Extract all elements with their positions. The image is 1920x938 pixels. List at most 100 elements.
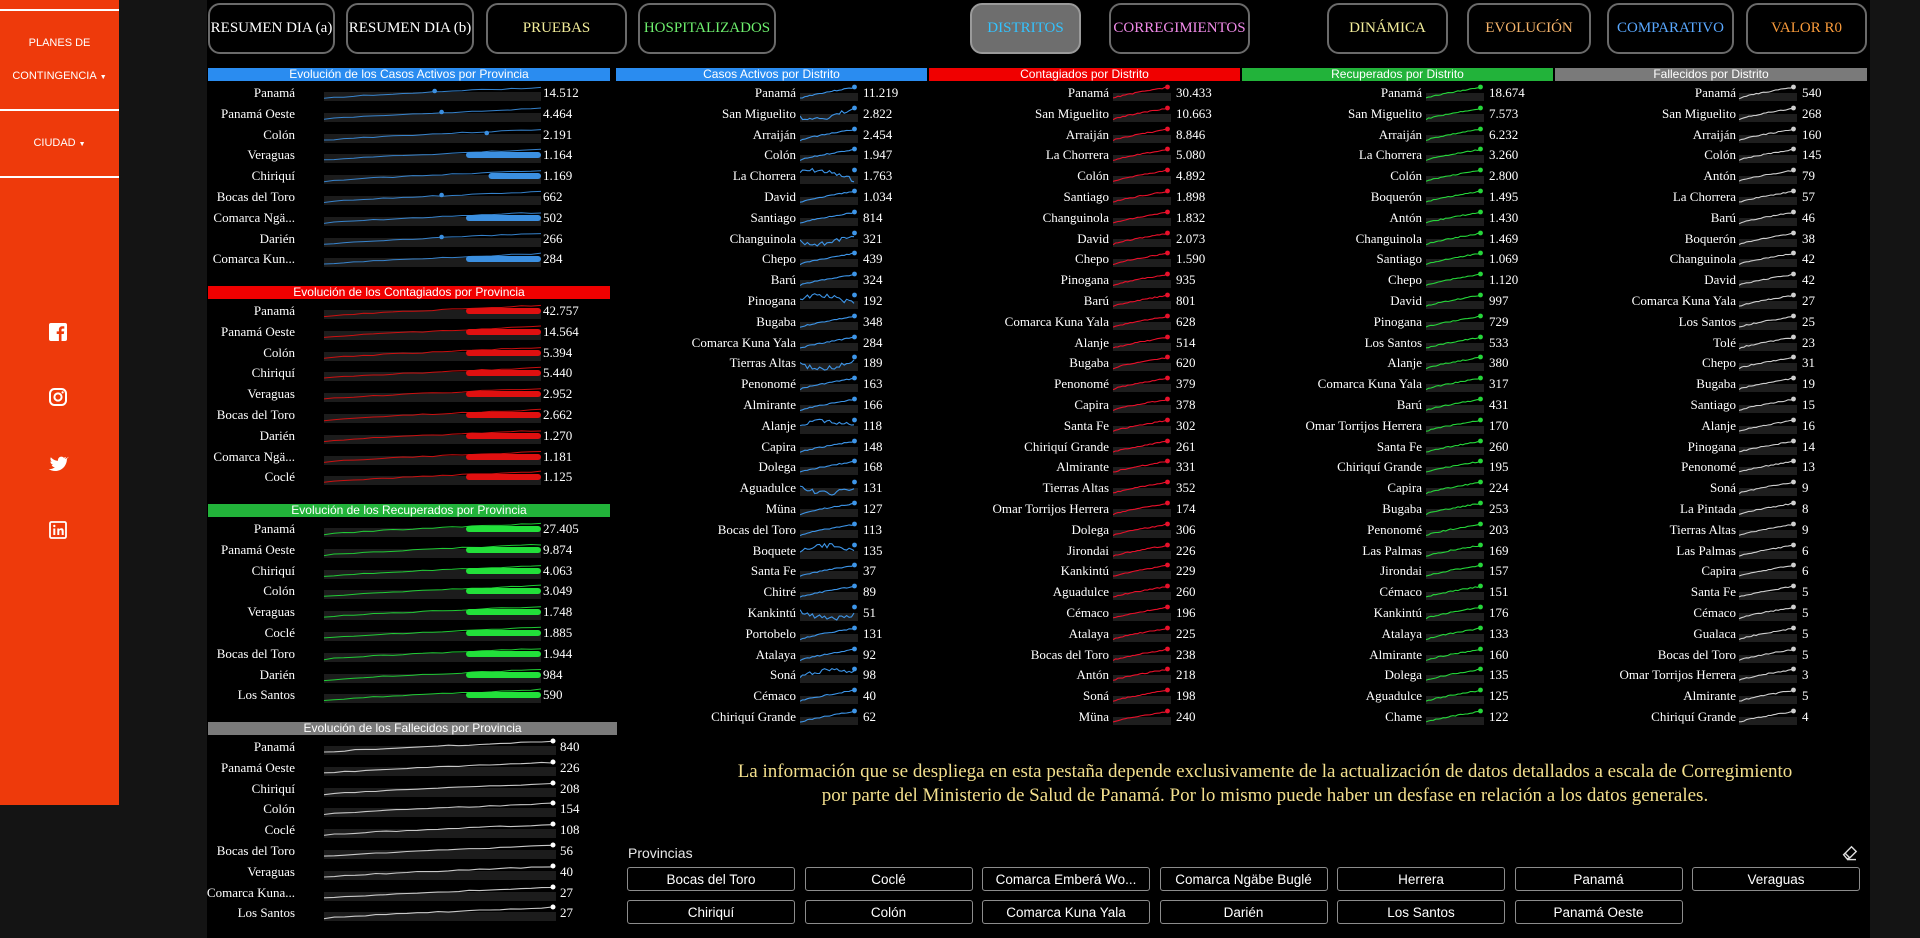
district-sparkline bbox=[800, 521, 858, 538]
end-dot bbox=[1478, 500, 1483, 506]
district-sparkline bbox=[1113, 105, 1171, 122]
district-row: Soná 98 bbox=[616, 665, 927, 685]
district-name: Kankintú bbox=[747, 605, 796, 620]
district-name: Alanje bbox=[761, 417, 796, 433]
district-sparkline bbox=[1113, 126, 1171, 143]
nav-button-pruebas[interactable]: PRUEBAS bbox=[486, 3, 627, 54]
progress-bar bbox=[466, 308, 541, 314]
nav-button-valor-r0[interactable]: VALOR R0 bbox=[1746, 3, 1867, 54]
end-dot bbox=[1791, 666, 1796, 672]
province-sparkline bbox=[324, 759, 556, 776]
end-dot bbox=[1478, 126, 1483, 131]
filter-chip-comarca-embera-wo[interactable]: Comarca Emberá Wo... bbox=[982, 867, 1150, 891]
district-row: Almirante 5 bbox=[1555, 686, 1867, 706]
district-value: 814 bbox=[863, 209, 883, 225]
end-dot bbox=[1478, 458, 1483, 464]
district-sparkline bbox=[1739, 542, 1797, 559]
ciudad-menu[interactable]: CIUDAD ▼ bbox=[0, 127, 119, 161]
sidebar: PLANES DE CONTINGENCIA ▼ CIUDAD ▼ bbox=[0, 0, 119, 805]
district-row: Santiago 814 bbox=[616, 208, 927, 228]
district-row: La Chorrera 57 bbox=[1555, 187, 1867, 207]
end-dot bbox=[550, 904, 556, 910]
province-name: Veraguas bbox=[247, 386, 295, 402]
district-row: Bugaba 19 bbox=[1555, 374, 1867, 394]
end-dot bbox=[1165, 230, 1170, 235]
linkedin-icon[interactable] bbox=[47, 519, 69, 541]
province-row: Colón 2.191 bbox=[207, 125, 627, 145]
province-value: 984 bbox=[543, 666, 563, 682]
province-value: 56 bbox=[560, 843, 573, 858]
district-sparkline bbox=[1426, 604, 1484, 621]
panel-title-evolucion-de-los-contagiados-por-provincia: Evolución de los Contagiados por Provinc… bbox=[208, 286, 610, 299]
end-dot bbox=[1791, 292, 1796, 298]
filter-chip-comarca-ngabe-bugle[interactable]: Comarca Ngäbe Buglé bbox=[1159, 867, 1328, 891]
district-row: Kankintú 229 bbox=[929, 561, 1240, 581]
filter-chip-herrera[interactable]: Herrera bbox=[1337, 867, 1505, 891]
district-row: Bugaba 253 bbox=[1242, 499, 1553, 519]
district-name: Changuinola bbox=[729, 230, 796, 246]
filter-chip-los-santos[interactable]: Los Santos bbox=[1337, 900, 1505, 924]
nav-button-corregimientos[interactable]: CORREGIMIENTOS bbox=[1109, 3, 1250, 54]
district-name: Müna bbox=[1078, 709, 1109, 724]
progress-bar bbox=[466, 630, 541, 636]
filter-chip-colon[interactable]: Colón bbox=[804, 900, 973, 924]
end-dot bbox=[1791, 334, 1796, 339]
province-sparkline bbox=[324, 325, 541, 340]
district-row: Comarca Kuna Yala 284 bbox=[616, 333, 927, 353]
district-sparkline bbox=[800, 604, 858, 621]
district-sparkline bbox=[1113, 666, 1171, 684]
district-value: 6 bbox=[1802, 563, 1809, 579]
filter-chip-bocas-del-toro[interactable]: Bocas del Toro bbox=[627, 867, 795, 891]
district-value: 14 bbox=[1802, 438, 1815, 454]
district-value: 189 bbox=[863, 355, 883, 371]
nav-button-resumen-dia-a[interactable]: RESUMEN DIA (a) bbox=[208, 3, 335, 54]
nav-button-resumen-dia-b[interactable]: RESUMEN DIA (b) bbox=[346, 3, 474, 54]
end-dot bbox=[1165, 583, 1170, 589]
district-sparkline bbox=[1113, 479, 1171, 497]
nav-button-comparativo[interactable]: COMPARATIVO bbox=[1607, 3, 1734, 54]
filter-chip-darien[interactable]: Darién bbox=[1159, 900, 1328, 924]
end-dot bbox=[1478, 334, 1483, 339]
district-row: Almirante 160 bbox=[1242, 645, 1553, 665]
district-value: 4 bbox=[1802, 709, 1809, 724]
district-value: 27 bbox=[1802, 293, 1815, 308]
province-name: Colón bbox=[263, 801, 295, 817]
end-dot bbox=[1791, 562, 1796, 568]
district-sparkline bbox=[800, 126, 858, 143]
filter-chip-comarca-kuna-yala[interactable]: Comarca Kuna Yala bbox=[982, 900, 1150, 924]
district-row: Portobelo 131 bbox=[616, 624, 927, 644]
end-dot bbox=[550, 800, 556, 806]
district-sparkline bbox=[1113, 146, 1171, 164]
district-sparkline bbox=[1426, 354, 1484, 372]
district-name: Santa Fe bbox=[1690, 584, 1736, 600]
district-sparkline bbox=[1739, 666, 1797, 684]
district-value: 1.469 bbox=[1489, 230, 1519, 246]
province-row: Chiriquí 5.440 bbox=[207, 363, 627, 383]
district-row: Bugaba 348 bbox=[616, 312, 927, 332]
province-sparkline bbox=[324, 564, 541, 579]
end-dot bbox=[1791, 646, 1796, 651]
district-sparkline bbox=[1739, 687, 1797, 705]
district-row: Kankintú 51 bbox=[616, 603, 927, 623]
filter-chip-panama[interactable]: Panamá bbox=[1514, 867, 1683, 891]
district-name: Antón bbox=[1389, 209, 1423, 225]
nav-button-dinamica[interactable]: DINÁMICA bbox=[1327, 3, 1448, 54]
end-dot bbox=[1165, 126, 1170, 131]
filter-chip-veraguas[interactable]: Veraguas bbox=[1692, 867, 1860, 891]
end-dot bbox=[852, 167, 857, 173]
district-row: Barú 324 bbox=[616, 270, 927, 290]
district-sparkline bbox=[1113, 375, 1171, 393]
filter-chip-panama-oeste[interactable]: Panamá Oeste bbox=[1514, 900, 1683, 924]
nav-button-distritos[interactable]: DISTRITOS bbox=[970, 3, 1081, 54]
instagram-icon[interactable] bbox=[47, 386, 69, 408]
filter-chip-chiriqui[interactable]: Chiriquí bbox=[627, 900, 795, 924]
facebook-icon[interactable] bbox=[47, 321, 69, 343]
filter-chip-cocle[interactable]: Coclé bbox=[804, 867, 973, 891]
planes-contingencia-menu[interactable]: PLANES DE CONTINGENCIA ▼ bbox=[0, 27, 119, 94]
eraser-icon[interactable] bbox=[1842, 845, 1858, 861]
twitter-icon[interactable] bbox=[47, 452, 69, 474]
progress-bar bbox=[466, 650, 541, 657]
nav-button-hospitalizados[interactable]: HOSPITALIZADOS bbox=[638, 3, 776, 54]
nav-button-evolucion[interactable]: EVOLUCIÓN bbox=[1467, 3, 1591, 54]
district-name: Capira bbox=[1074, 397, 1109, 412]
